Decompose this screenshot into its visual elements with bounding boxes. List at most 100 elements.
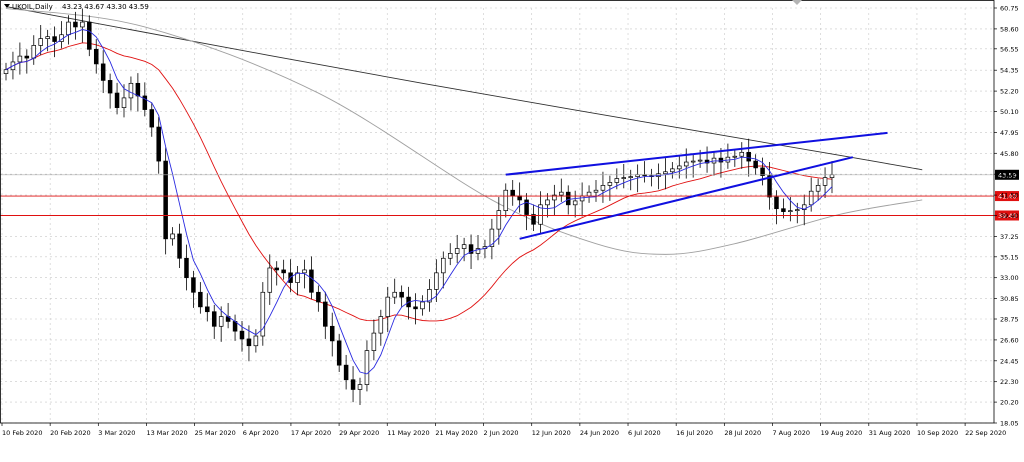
candle-body: [38, 38, 43, 46]
x-tick-label: 20 Feb 2020: [50, 429, 90, 437]
y-tick-label: 33.00: [1000, 274, 1019, 282]
candle-body: [822, 177, 828, 186]
y-tick-label: 30.85: [1000, 295, 1019, 303]
candle-body: [607, 182, 613, 186]
candle-body: [801, 204, 807, 211]
candle-body: [586, 191, 592, 197]
candle-body: [100, 63, 106, 81]
candle-body: [191, 277, 196, 293]
candle-body: [461, 244, 467, 249]
candle-body: [475, 248, 481, 254]
candle-body: [774, 196, 779, 210]
y-tick-label: 41.50: [1000, 192, 1019, 200]
current-price-tag: [995, 169, 1019, 180]
y-tick-label: 43.65: [1000, 171, 1019, 179]
candle-body: [205, 306, 210, 313]
x-tick-label: 28 Jul 2020: [724, 429, 761, 437]
candle-body: [170, 233, 175, 240]
candle-body: [559, 191, 564, 196]
y-tick-label: 28.75: [1000, 316, 1019, 324]
axes: 60.75 58.60 56.55 54.35 52.20 50.10 47.95 45.80…: [0, 0, 1019, 437]
x-tick-label: 16 Jul 2020: [676, 429, 713, 437]
candle-body: [628, 176, 633, 178]
candle-body: [392, 291, 397, 298]
y-tick-label: 35.15: [1000, 253, 1019, 261]
candle-body: [690, 160, 696, 163]
candle-body: [316, 291, 321, 303]
y-tick-label: 52.20: [1000, 88, 1019, 96]
plot-frame: [0, 0, 995, 424]
dropdown-triangle-icon[interactable]: [4, 4, 10, 8]
ma-slow-light-line: [5, 8, 923, 255]
y-tick-label: 20.20: [1000, 399, 1019, 407]
x-tick-label: 7 Aug 2020: [772, 429, 810, 437]
candle-body: [545, 199, 550, 206]
candle-body: [198, 291, 203, 308]
candle-body: [760, 167, 765, 177]
candle-body: [815, 185, 821, 192]
candle-body: [746, 151, 751, 162]
trendline-upper: [505, 131, 888, 176]
candle-body: [253, 335, 259, 347]
chart-shift-marker-icon[interactable]: [792, 0, 802, 5]
candle-body: [621, 177, 627, 179]
candle-body: [323, 301, 328, 327]
trend-channel[interactable]: [505, 131, 888, 240]
level-price-tag: [995, 210, 1019, 221]
candle-body: [80, 21, 85, 28]
y-tick-label: 22.30: [1000, 378, 1019, 386]
candle-body: [538, 204, 543, 225]
candle-body: [93, 48, 99, 65]
y-tick-label: 45.80: [1000, 150, 1019, 158]
candle-body: [732, 155, 738, 158]
y-tick-label: 58.60: [1000, 25, 1019, 33]
horizontal-levels: 41.40 39.40 43.59: [0, 169, 1019, 221]
candle-body: [718, 157, 724, 163]
level-price-label: 39.40: [998, 212, 1017, 220]
candle-body: [211, 311, 217, 327]
candle-body: [552, 194, 557, 201]
candle-body: [3, 69, 9, 74]
x-tick-label: 24 Jun 2020: [580, 429, 619, 437]
candle-body: [343, 364, 349, 381]
level-price-tag: [995, 191, 1019, 202]
candle-body: [260, 291, 266, 337]
candle-body: [572, 200, 578, 206]
candle-body: [24, 55, 30, 59]
candle-body: [808, 190, 814, 206]
x-tick-label: 13 Mar 2020: [146, 429, 187, 437]
candle-body: [781, 208, 786, 212]
x-tick-label: 22 Sep 2020: [965, 429, 1006, 437]
ma-mid-line: [5, 42, 833, 322]
candle-body: [149, 109, 155, 128]
x-tick-label: 10 Feb 2020: [2, 429, 42, 437]
candle-body: [788, 210, 793, 212]
candle-body: [677, 165, 682, 170]
candle-body: [489, 228, 495, 247]
candle-body: [468, 244, 474, 254]
candle-body: [697, 159, 703, 162]
candle-body: [52, 36, 57, 42]
candle-body: [739, 151, 745, 157]
x-tick-label: 21 May 2020: [435, 429, 477, 437]
y-tick-label: 56.55: [1000, 45, 1019, 53]
x-tick-label: 6 Jul 2020: [628, 429, 661, 437]
current-price-label: 43.59: [998, 171, 1017, 179]
y-tick-label: 26.60: [1000, 336, 1019, 344]
y-tick-label: 18.05: [1000, 420, 1019, 428]
candle-body: [767, 175, 772, 198]
candle-body: [135, 82, 141, 97]
x-tick-label: 2 Jun 2020: [484, 429, 519, 437]
candle-body: [121, 97, 127, 108]
candle-body: [510, 189, 515, 197]
candle-body: [496, 210, 502, 230]
candle-body: [753, 160, 758, 169]
candle-body: [565, 191, 571, 206]
candle-body: [45, 36, 50, 39]
y-tick-label: 39.40: [1000, 212, 1019, 220]
x-tick-label: 3 Mar 2020: [98, 429, 135, 437]
y-tick-label: 60.75: [1000, 5, 1019, 13]
x-tick-label: 31 Aug 2020: [869, 429, 911, 437]
candle-body: [87, 21, 92, 50]
